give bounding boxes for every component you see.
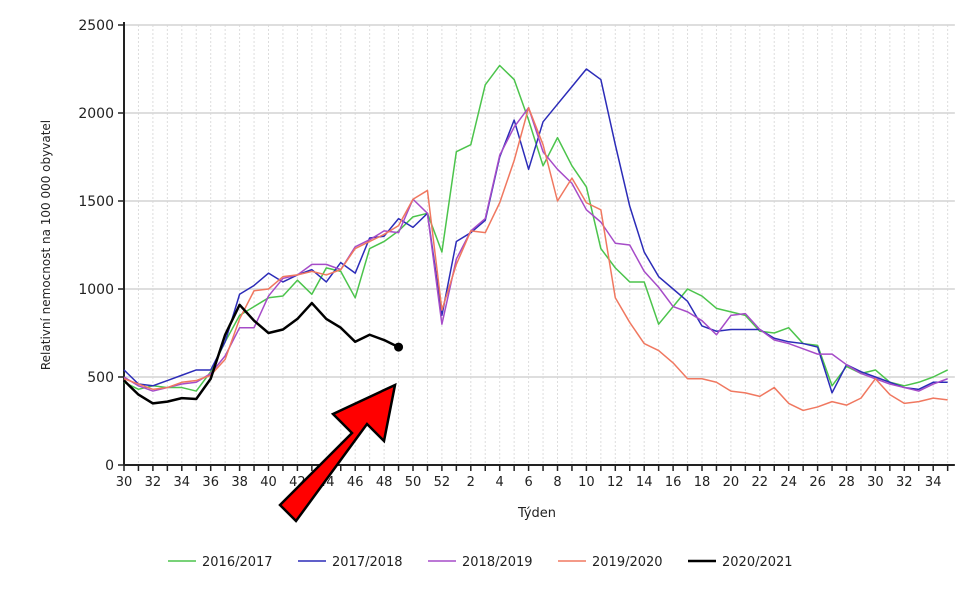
x-tick-label: 40 [260,475,277,490]
x-tick-label: 26 [809,475,826,490]
y-tick-label: 1500 [78,194,114,210]
x-tick-label: 38 [231,475,248,490]
x-tick-label: 50 [405,475,422,490]
y-axis-label: Relativní nemocnost na 100 000 obyvatel [39,120,53,370]
y-tick-label: 2500 [78,18,114,34]
legend-label: 2017/2018 [332,555,403,570]
legend-label: 2016/2017 [202,555,273,570]
legend-label: 2019/2020 [592,555,663,570]
series-line-2016-2017 [123,64,948,392]
series-line-2018-2019 [123,106,948,392]
x-tick-label: 4 [496,475,504,490]
series-lines [123,64,948,412]
x-tick-label: 30 [116,475,133,490]
x-tick-label: 32 [145,475,162,490]
x-tick-label: 10 [578,475,595,490]
x-tick-label: 2 [467,475,475,490]
x-tick-label: 20 [723,475,740,490]
x-tick-label: 8 [553,475,561,490]
y-tick-label: 500 [87,370,114,386]
grid [124,24,955,465]
x-tick-label: 36 [202,475,219,490]
x-tick-label: 52 [434,475,451,490]
legend-label: 2018/2019 [462,555,533,570]
series-line-2020-2021 [123,301,400,405]
x-tick-label: 12 [607,475,624,490]
x-tick-label: 16 [665,475,682,490]
x-tick-label: 18 [694,475,711,490]
x-tick-label: 32 [896,475,913,490]
legend: 2016/2017 2017/2018 2018/2019 2019/2020 2020… [168,555,793,570]
x-tick-label: 24 [780,475,797,490]
x-tick-label: 48 [376,475,393,490]
x-tick-label: 30 [867,475,884,490]
x-tick-label: 34 [174,475,191,490]
x-tick-label: 14 [636,475,653,490]
x-tick-label: 28 [838,475,855,490]
series-end-marker [394,342,404,352]
series-line-2017-2018 [123,68,948,394]
legend-label: 2020/2021 [722,555,793,570]
red-arrow-annotation [278,382,397,523]
x-axis-label: Týden [517,506,556,521]
y-tick-label: 0 [105,458,114,474]
y-tick-label: 1000 [78,282,114,298]
x-tick-label: 6 [524,475,532,490]
series-line-2019-2020 [123,106,948,412]
y-tick-label: 2000 [78,106,114,122]
x-tick-label: 46 [347,475,364,490]
x-tick-label: 34 [925,475,942,490]
x-tick-label: 22 [752,475,769,490]
